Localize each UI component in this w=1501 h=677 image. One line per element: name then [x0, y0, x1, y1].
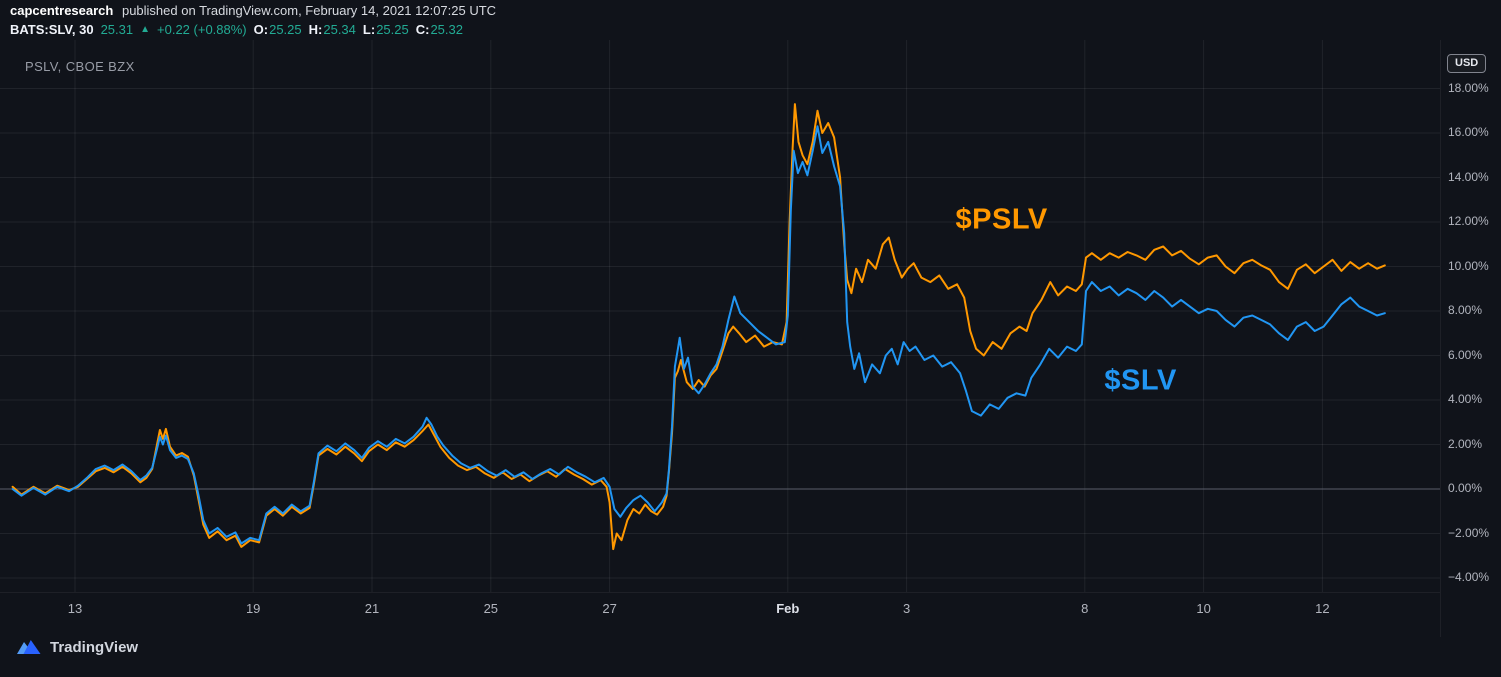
- x-axis-label: 8: [1081, 601, 1089, 616]
- y-axis-label: 10.00%: [1448, 258, 1489, 273]
- x-axis-label: 3: [902, 601, 911, 616]
- x-axis-label: 27: [602, 601, 617, 616]
- y-axis-label: 6.00%: [1448, 347, 1483, 362]
- low-price: 25.25: [376, 22, 409, 37]
- footer: TradingView: [16, 636, 138, 658]
- header: capcentresearch published on TradingView…: [10, 2, 496, 39]
- high-value: H:25.34: [309, 21, 356, 39]
- author-name: capcentresearch: [10, 3, 114, 18]
- y-axis-label: 12.00%: [1448, 214, 1489, 228]
- publish-line: capcentresearch published on TradingView…: [10, 2, 496, 20]
- tradingview-logo-icon[interactable]: [16, 636, 42, 658]
- series-line-pslv: [11, 103, 1386, 551]
- open-price: 25.25: [269, 22, 302, 37]
- currency-badge[interactable]: USD: [1447, 54, 1487, 73]
- y-axis-label: 0.00%: [1448, 481, 1483, 495]
- y-axis-label: 18.00%: [1448, 80, 1489, 95]
- y-axis-label: −2.00%: [1448, 525, 1490, 540]
- y-axis-label: 16.00%: [1448, 125, 1489, 139]
- x-axis-label: 21: [364, 601, 380, 616]
- x-axis-label: 10: [1196, 601, 1211, 616]
- up-arrow-icon: ▲: [140, 24, 151, 35]
- y-axis-label: −4.00%: [1448, 570, 1490, 584]
- close-value: C:25.32: [416, 21, 463, 39]
- y-axis-label: 4.00%: [1448, 392, 1483, 406]
- x-axis-label: 19: [245, 601, 261, 616]
- y-axis-label: 2.00%: [1448, 436, 1483, 451]
- symbol-title: BATS:SLV, 30: [10, 22, 94, 37]
- y-axis-label: 8.00%: [1448, 303, 1483, 317]
- published-info: published on TradingView.com, February 1…: [121, 3, 497, 18]
- chart-symbol-label: PSLV, CBOE BZX: [25, 59, 135, 74]
- close-label: C:: [415, 22, 430, 37]
- y-axis[interactable]: USD 18.00% 16.00% 14.00% 12.00% 10.00% 8.00% 6…: [1440, 40, 1501, 637]
- x-axis-label: 12: [1315, 601, 1330, 616]
- low-label: L:: [362, 22, 376, 37]
- y-axis-label: 14.00%: [1448, 169, 1489, 184]
- tradingview-brand[interactable]: TradingView: [50, 638, 139, 656]
- last-price: 25.31: [100, 22, 134, 37]
- price-change: +0.22 (+0.88%): [157, 22, 247, 37]
- high-price: 25.34: [323, 22, 356, 37]
- symbol-status-line: BATS:SLV, 30 25.31 ▲ +0.22 (+0.88%) O:25…: [10, 21, 496, 39]
- x-axis-label: 25: [483, 601, 499, 616]
- x-axis-label: Feb: [776, 601, 800, 616]
- series-line-slv: [11, 125, 1386, 545]
- open-label: O:: [253, 22, 269, 37]
- x-axis-label: 13: [67, 601, 83, 616]
- close-price: 25.32: [430, 22, 463, 37]
- x-axis[interactable]: 13 19 21 25 27 Feb 3 8 10 12: [0, 592, 1440, 623]
- open-value: O:25.25: [254, 21, 302, 39]
- high-label: H:: [308, 22, 323, 37]
- low-value: L:25.25: [363, 21, 409, 39]
- chart-canvas[interactable]: [0, 40, 1440, 600]
